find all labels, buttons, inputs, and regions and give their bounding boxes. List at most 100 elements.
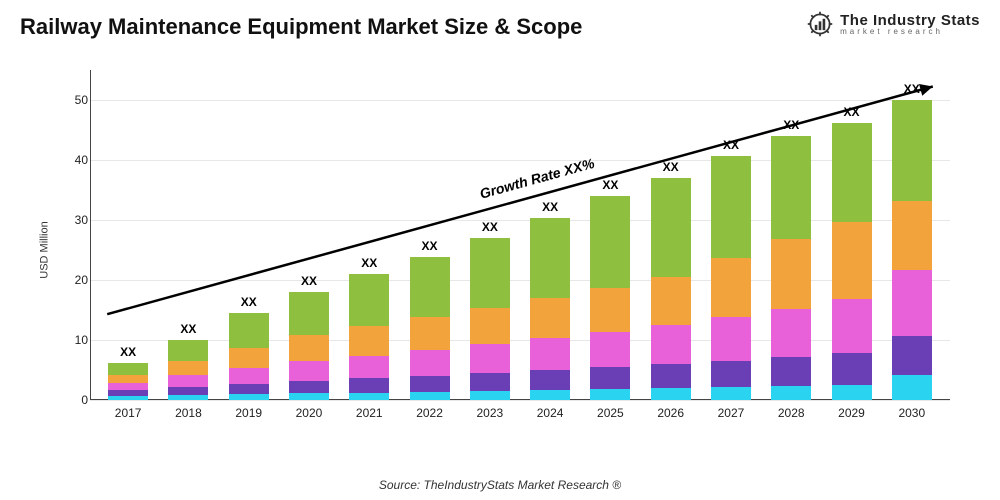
y-tick-label: 30 (64, 213, 88, 227)
bar-segment (470, 344, 510, 373)
bar-segment (530, 218, 570, 298)
plot-area: 01020304050 XX2017XX2018XX2019XX2020XX20… (90, 70, 950, 400)
bar-segment (711, 317, 751, 361)
bar-segment (530, 338, 570, 370)
y-tick-label: 10 (64, 333, 88, 347)
bar-segment (410, 350, 450, 376)
bar-segment (349, 274, 389, 326)
bar-segment (530, 370, 570, 390)
bar-stack (651, 178, 691, 400)
bar-segment (229, 313, 269, 348)
bar-segment (349, 378, 389, 392)
bar-value-label: XX (602, 178, 618, 192)
bar-segment (892, 375, 932, 400)
bar-segment (168, 395, 208, 400)
x-tick-label: 2030 (898, 406, 925, 420)
x-tick-label: 2020 (296, 406, 323, 420)
bar-stack (349, 274, 389, 400)
bar-stack (711, 156, 751, 400)
bar-segment (289, 393, 329, 400)
bar-segment (771, 357, 811, 386)
x-tick-label: 2028 (778, 406, 805, 420)
bar-group: XX2022 (410, 257, 450, 400)
bar-value-label: XX (120, 345, 136, 359)
bar-segment (229, 384, 269, 394)
gridline (90, 400, 950, 401)
bar-value-label: XX (482, 220, 498, 234)
bar-segment (590, 288, 630, 332)
bar-group: XX2028 (771, 136, 811, 400)
bar-segment (892, 270, 932, 336)
y-tick-label: 50 (64, 93, 88, 107)
bar-value-label: XX (422, 239, 438, 253)
bar-segment (349, 326, 389, 355)
bar-container: XX2017XX2018XX2019XX2020XX2021XX2022XX20… (90, 70, 950, 400)
bar-segment (832, 123, 872, 222)
bar-group: XX2026 (651, 178, 691, 400)
bar-segment (349, 393, 389, 400)
bar-segment (832, 385, 872, 400)
bar-segment (530, 390, 570, 400)
bar-value-label: XX (723, 138, 739, 152)
x-tick-label: 2024 (537, 406, 564, 420)
bar-stack (108, 363, 148, 400)
bar-segment (771, 239, 811, 309)
bar-segment (711, 361, 751, 387)
x-tick-label: 2027 (718, 406, 745, 420)
bar-segment (892, 100, 932, 201)
bar-value-label: XX (301, 274, 317, 288)
y-axis-label: USD Million (39, 221, 51, 278)
x-tick-label: 2017 (115, 406, 142, 420)
bar-group: XX2029 (832, 123, 872, 400)
bar-segment (108, 375, 148, 383)
bar-segment (832, 353, 872, 385)
bar-segment (168, 361, 208, 375)
bar-stack (530, 218, 570, 400)
bar-stack (832, 123, 872, 400)
bar-segment (771, 309, 811, 358)
bar-segment (651, 277, 691, 325)
bar-group: XX2030 (892, 100, 932, 400)
bar-group: XX2019 (229, 313, 269, 400)
bar-segment (349, 356, 389, 379)
x-tick-label: 2023 (476, 406, 503, 420)
logo-subtitle: market research (840, 28, 980, 36)
chart-title: Railway Maintenance Equipment Market Siz… (20, 14, 582, 40)
bar-segment (470, 373, 510, 391)
bar-value-label: XX (241, 295, 257, 309)
x-tick-label: 2019 (235, 406, 262, 420)
bar-group: XX2020 (289, 292, 329, 400)
bar-segment (771, 386, 811, 400)
bar-group: XX2023 (470, 238, 510, 400)
bar-segment (590, 332, 630, 367)
bar-stack (410, 257, 450, 400)
bar-stack (289, 292, 329, 400)
bar-group: XX2018 (168, 340, 208, 400)
x-tick-label: 2018 (175, 406, 202, 420)
bar-segment (229, 368, 269, 384)
bar-value-label: XX (361, 256, 377, 270)
y-tick-label: 0 (64, 393, 88, 407)
bar-group: XX2021 (349, 274, 389, 400)
brand-logo: The Industry Stats market research (806, 10, 980, 38)
x-tick-label: 2025 (597, 406, 624, 420)
bar-value-label: XX (783, 118, 799, 132)
bar-segment (651, 364, 691, 388)
bar-segment (229, 394, 269, 400)
bar-segment (771, 136, 811, 239)
x-tick-label: 2021 (356, 406, 383, 420)
bar-segment (410, 392, 450, 400)
bar-value-label: XX (844, 105, 860, 119)
y-tick-label: 20 (64, 273, 88, 287)
bar-value-label: XX (663, 160, 679, 174)
bar-segment (470, 238, 510, 308)
bar-segment (651, 388, 691, 400)
bar-group: XX2025 (590, 196, 630, 400)
bar-value-label: XX (542, 200, 558, 214)
bar-segment (590, 389, 630, 400)
bar-segment (892, 336, 932, 375)
chart-area: USD Million 01020304050 XX2017XX2018XX20… (60, 60, 960, 440)
x-tick-label: 2029 (838, 406, 865, 420)
bar-segment (108, 383, 148, 391)
bar-segment (590, 367, 630, 389)
